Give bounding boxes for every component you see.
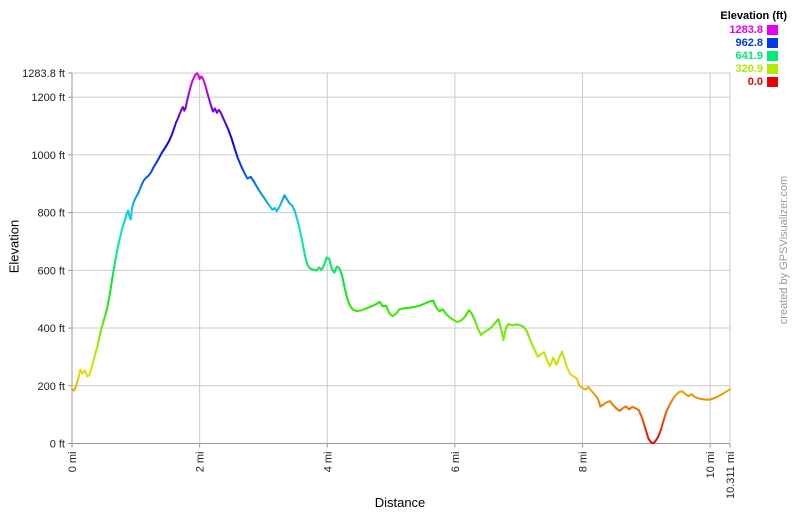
legend-row: 641.9 xyxy=(720,50,787,62)
legend-swatch xyxy=(767,38,778,48)
y-tick-label: 800 ft xyxy=(37,208,65,220)
y-axis-title: Elevation xyxy=(6,219,22,274)
legend-row: 1283.8 xyxy=(720,24,787,36)
legend-value: 962.8 xyxy=(735,37,763,49)
legend-row: 962.8 xyxy=(720,37,787,49)
legend-swatch xyxy=(767,77,778,87)
x-tick-label: 10 mi xyxy=(705,452,717,479)
watermark-credit: created by GPSVisualizer.com xyxy=(778,175,790,325)
legend-value: 0.0 xyxy=(747,76,763,88)
y-tick-label: 200 ft xyxy=(37,381,65,393)
x-tick-label: 0 mi xyxy=(67,452,79,473)
legend-swatch xyxy=(767,51,778,61)
x-axis-title: Distance xyxy=(374,495,426,510)
x-tick-label: 8 mi xyxy=(578,452,590,473)
legend: Elevation (ft) 1283.8 962.8 641.9 320.9 … xyxy=(720,10,787,90)
y-tick-label: 400 ft xyxy=(37,323,65,335)
legend-row: 0.0 xyxy=(720,76,787,88)
legend-value: 1283.8 xyxy=(729,24,763,36)
elevation-profile-line xyxy=(71,72,731,445)
y-tick-label: 0 ft xyxy=(50,439,65,451)
x-tick-label: 4 mi xyxy=(322,452,334,473)
x-tick-label: 10.311 mi xyxy=(725,452,737,500)
legend-title: Elevation (ft) xyxy=(720,10,787,22)
y-tick-label: 600 ft xyxy=(37,265,65,277)
x-tick-label: 6 mi xyxy=(450,452,462,473)
axis-tick-labels: 0 ft 200 ft 400 ft 600 ft 800 ft 1000 ft 1200 … xyxy=(22,68,737,499)
y-tick-label: 1200 ft xyxy=(31,92,65,104)
legend-value: 320.9 xyxy=(735,63,763,75)
gridlines xyxy=(71,72,731,444)
legend-row: 320.9 xyxy=(720,63,787,75)
y-tick-label: 1283.8 ft xyxy=(22,68,65,80)
x-tick-label: 2 mi xyxy=(195,452,207,473)
legend-swatch xyxy=(767,25,778,35)
legend-swatch xyxy=(767,64,778,74)
legend-value: 641.9 xyxy=(735,50,763,62)
y-tick-label: 1000 ft xyxy=(31,150,65,162)
